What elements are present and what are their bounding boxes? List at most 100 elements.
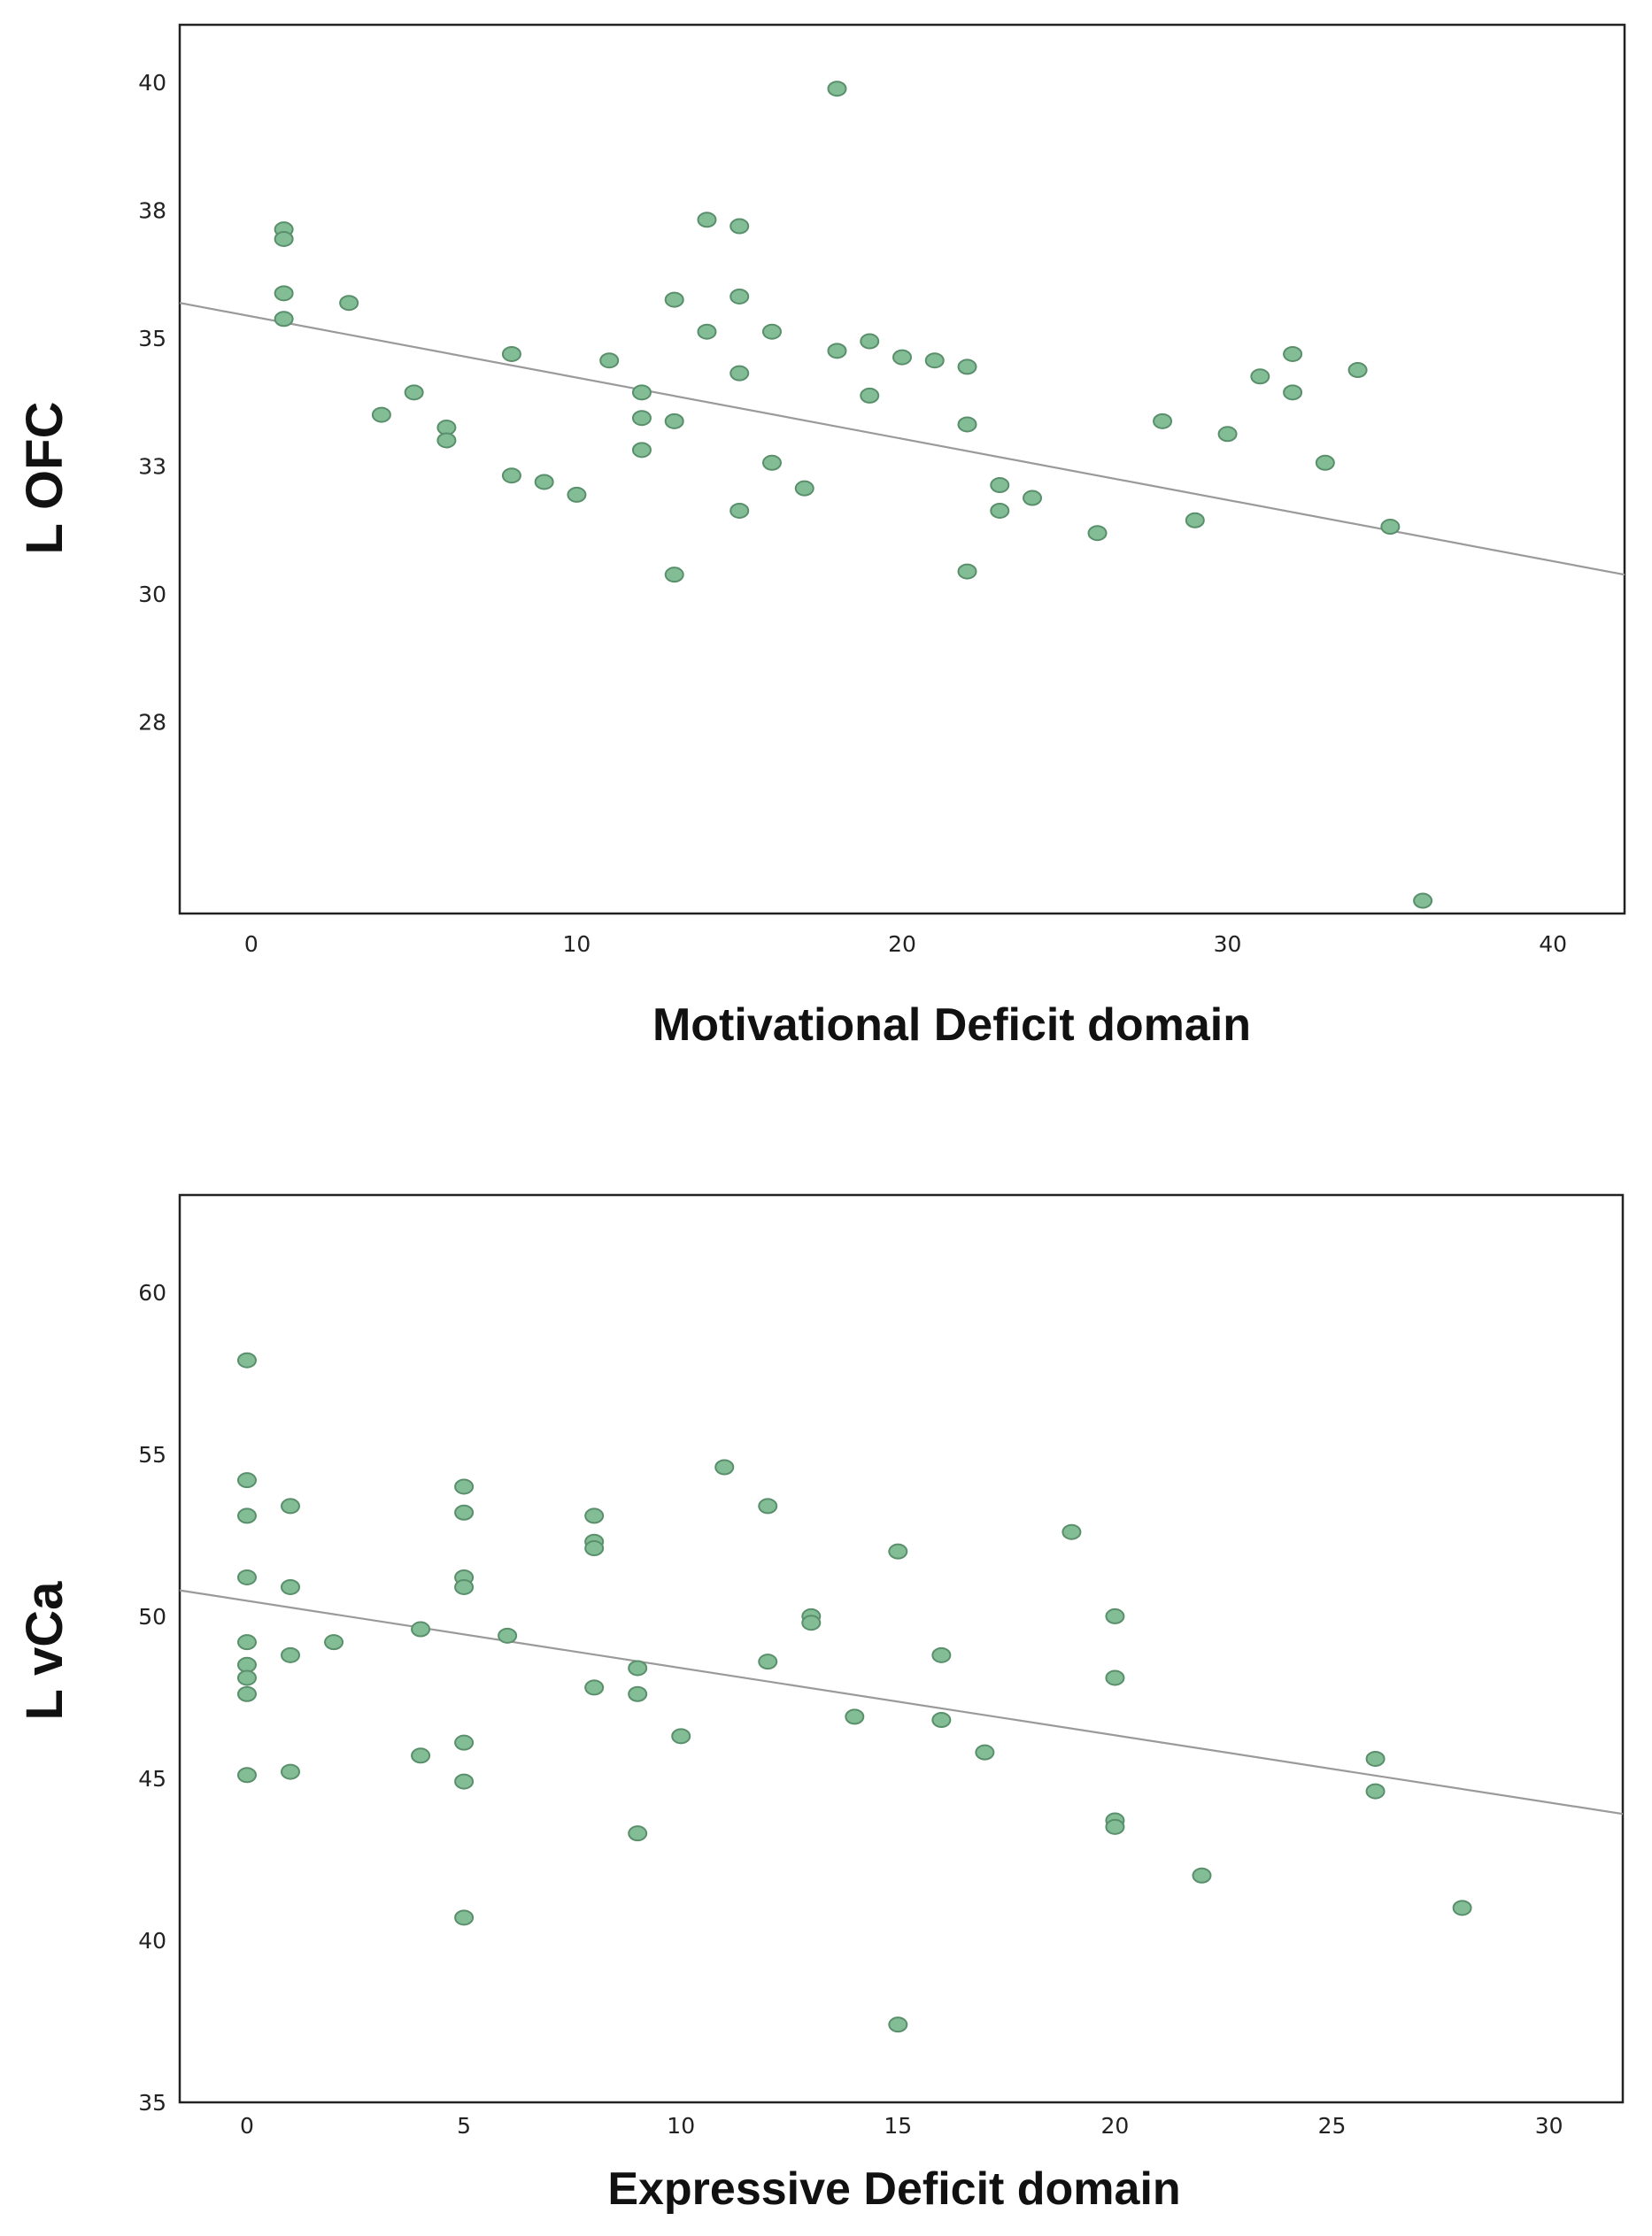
data-point [931, 1646, 952, 1663]
data-point [730, 288, 750, 305]
data-point [236, 1352, 257, 1369]
x-tick-label: 30 [1214, 931, 1242, 957]
data-point [584, 1540, 605, 1557]
data-point [860, 333, 880, 350]
data-point [236, 1507, 257, 1524]
data-point [1105, 1608, 1125, 1624]
data-point [454, 1734, 475, 1751]
y-tick-label: 28 [138, 709, 166, 735]
x-axis-label-top: Motivational Deficit domain [652, 999, 1251, 1051]
data-point [931, 1712, 952, 1729]
data-point [501, 345, 521, 362]
data-point [892, 349, 912, 366]
data-point [975, 1744, 995, 1761]
data-point [454, 1773, 475, 1790]
data-point [827, 343, 847, 359]
data-point [1452, 1900, 1472, 1916]
data-point [274, 230, 294, 247]
x-tick-label: 30 [1535, 2113, 1563, 2139]
data-point [236, 1767, 257, 1784]
x-tick-label: 10 [667, 2113, 695, 2139]
data-point [888, 1543, 908, 1560]
data-point [794, 480, 814, 497]
data-point [664, 413, 684, 429]
data-point [758, 1654, 778, 1670]
data-point [584, 1679, 605, 1696]
data-point [567, 486, 587, 503]
data-point [697, 323, 717, 340]
data-point [236, 1669, 257, 1686]
x-tick-label: 0 [240, 2113, 254, 2139]
y-tick-label: 50 [138, 1604, 166, 1630]
data-point [631, 384, 652, 401]
data-point [761, 454, 782, 471]
data-point [236, 1472, 257, 1489]
y-ticks-top: 40 38 35 33 30 28 [138, 70, 166, 735]
y-tick-label: 40 [138, 70, 166, 96]
data-point [454, 1478, 475, 1495]
data-point [324, 1634, 344, 1651]
data-point [801, 1615, 822, 1631]
data-point [454, 1578, 475, 1595]
x-ticks-bottom: 0 5 10 15 20 25 30 [240, 2113, 1563, 2139]
x-axis-label-bottom: Expressive Deficit domain [607, 2163, 1180, 2215]
data-point [730, 218, 750, 235]
data-point [281, 1763, 301, 1780]
x-tick-label: 25 [1318, 2113, 1347, 2139]
data-point [827, 81, 847, 97]
data-point [371, 406, 391, 423]
data-point [730, 365, 750, 382]
data-point [501, 467, 521, 484]
data-point [1217, 426, 1238, 443]
data-point [1365, 1750, 1386, 1767]
data-point [534, 474, 554, 490]
y-tick-label: 55 [138, 1442, 166, 1468]
data-point [1365, 1783, 1386, 1800]
data-point [664, 567, 684, 583]
x-tick-label: 20 [1101, 2113, 1130, 2139]
data-point [671, 1728, 691, 1745]
data-point [990, 477, 1010, 494]
data-point [236, 1656, 257, 1673]
data-point [761, 323, 782, 340]
data-point [1061, 1523, 1082, 1540]
data-point [454, 1909, 475, 1926]
chart-bottom: 0 5 10 15 20 25 30 35 40 45 50 55 60 Expressive Def… [16, 1193, 1625, 2215]
points-top [274, 81, 1433, 909]
data-point [888, 2016, 908, 2033]
data-point [1250, 368, 1270, 385]
data-point [339, 295, 359, 312]
x-tick-label: 40 [1539, 931, 1567, 957]
x-tick-label: 10 [563, 931, 591, 957]
data-point [628, 1685, 648, 1702]
y-tick-label: 30 [138, 582, 166, 607]
x-ticks-top: 0 10 20 30 40 [244, 931, 1567, 957]
data-point [628, 1660, 648, 1677]
data-point [631, 410, 652, 427]
data-point [1105, 1669, 1125, 1686]
data-point [1185, 512, 1205, 528]
plot-frame-top [178, 23, 1626, 915]
data-point [411, 1621, 431, 1638]
data-point [628, 1825, 648, 1842]
x-tick-label: 15 [884, 2113, 912, 2139]
data-point [1315, 454, 1335, 471]
data-point [281, 1646, 301, 1663]
data-point [1413, 892, 1433, 909]
data-point [236, 1634, 257, 1651]
data-point [584, 1507, 605, 1524]
data-point [436, 432, 457, 449]
data-point [1087, 525, 1108, 542]
data-point [957, 416, 977, 433]
data-point [1283, 384, 1303, 401]
x-tick-label: 0 [244, 931, 259, 957]
data-point [599, 352, 620, 369]
data-point [845, 1708, 865, 1725]
data-point [957, 563, 977, 580]
data-point [274, 285, 294, 302]
y-axis-label-bottom: L vCa [16, 1581, 73, 1721]
data-point [1283, 345, 1303, 362]
data-point [990, 502, 1010, 519]
data-point [957, 359, 977, 375]
data-point [1153, 413, 1173, 429]
